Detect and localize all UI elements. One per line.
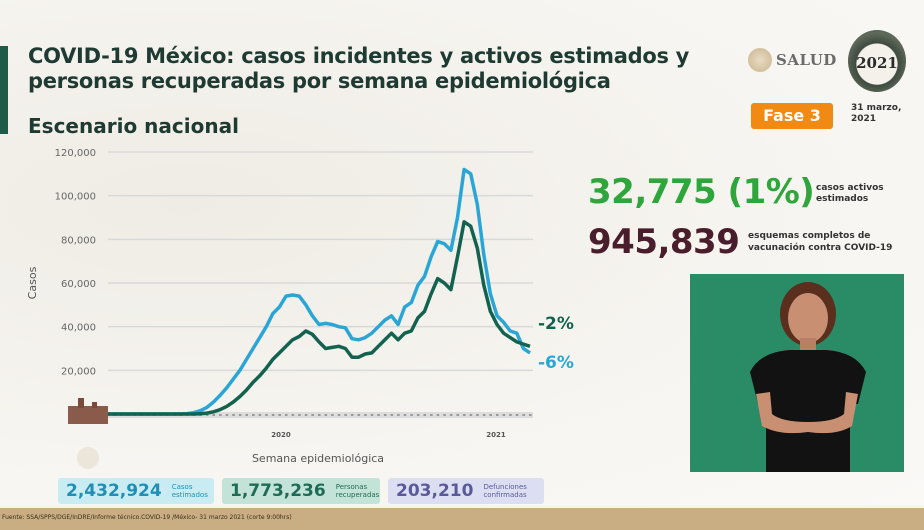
vaccination-label: esquemas completos de vacunación contra … <box>748 230 892 254</box>
emblem-2021-icon: 2021 <box>848 30 906 92</box>
emblem-year: 2021 <box>856 54 898 72</box>
active-cases-label-2: estimados <box>816 194 869 204</box>
summary-label-2: estimados <box>171 491 208 499</box>
vaccination-value: 945,839 <box>588 222 740 262</box>
mexico-seal-watermark-icon <box>77 447 99 469</box>
summary-deaths: 203,210 Defunciones confirmadas <box>388 478 544 504</box>
city-skyline-icon <box>68 398 108 424</box>
interpreter-video <box>690 274 904 472</box>
x-year-2020: 2020 <box>271 431 291 439</box>
date-line-2: 2021 <box>851 114 877 124</box>
source-footer: Fuente: SSA/SPPS/DGE/InDRE/Informe técni… <box>0 508 924 530</box>
report-date: 31 marzo, 2021 <box>851 103 901 125</box>
active-cases-value: 32,775 (1%) <box>588 172 815 212</box>
svg-text:40,000: 40,000 <box>61 323 96 334</box>
summary-label-1: Casos <box>171 483 193 491</box>
summary-label-1: Personas <box>335 483 368 491</box>
salud-logo: SALUD <box>748 48 837 72</box>
active-cases-label-1: casos activos <box>816 183 884 193</box>
summary-value: 203,210 <box>396 481 474 501</box>
salud-logo-text: SALUD <box>776 51 837 69</box>
series-incident-cases-line <box>108 167 531 416</box>
mexico-seal-icon <box>748 48 772 72</box>
summary-value: 1,773,236 <box>230 481 326 501</box>
date-line-1: 31 marzo, <box>851 103 902 113</box>
source-text: Fuente: SSA/SPPS/DGE/InDRE/Informe técni… <box>2 514 292 521</box>
y-axis-ticks: 20,000 40,000 60,000 80,000 100,000 120,000 <box>55 148 96 377</box>
vaccination-label-2: vacunación contra COVID-19 <box>748 243 893 253</box>
svg-text:120,000: 120,000 <box>55 148 96 159</box>
x-year-2021: 2021 <box>486 431 506 439</box>
active-cases-change-label: -2% <box>538 314 574 334</box>
summary-label-1: Defunciones <box>483 483 527 491</box>
chart-gridlines <box>108 151 533 372</box>
svg-text:80,000: 80,000 <box>61 235 96 246</box>
svg-text:60,000: 60,000 <box>61 279 96 290</box>
series-active-cases-line <box>108 220 531 416</box>
summary-estimated-cases: 2,432,924 Casos estimados <box>58 478 214 504</box>
summary-label: Casos estimados <box>172 483 208 499</box>
interpreter-figure-icon <box>690 274 904 472</box>
y-axis-title: Casos <box>26 266 39 299</box>
x-axis-title: Semana epidemiológica <box>252 452 384 465</box>
svg-text:20,000: 20,000 <box>61 366 96 377</box>
summary-recovered: 1,773,236 Personas recuperadas <box>222 478 380 504</box>
epidemic-curve-chart: 20,000 40,000 60,000 80,000 100,000 120,000 C… <box>26 148 574 469</box>
summary-label: Personas recuperadas <box>336 483 380 499</box>
summary-label-2: recuperadas <box>335 491 380 499</box>
svg-text:100,000: 100,000 <box>55 192 96 203</box>
page-title: COVID-19 México: casos incidentes y acti… <box>28 44 690 93</box>
accent-bar <box>0 46 8 134</box>
summary-label-2: confirmadas <box>483 491 527 499</box>
summary-value: 2,432,924 <box>66 481 162 501</box>
incident-cases-change-label: -6% <box>538 353 574 373</box>
active-cases-label: casos activos estimados <box>816 183 884 205</box>
summary-label: Defunciones confirmadas <box>483 483 527 499</box>
vaccination-label-1: esquemas completos de <box>748 231 871 241</box>
page-subtitle: Escenario nacional <box>28 114 239 138</box>
phase-badge: Fase 3 <box>751 103 833 129</box>
